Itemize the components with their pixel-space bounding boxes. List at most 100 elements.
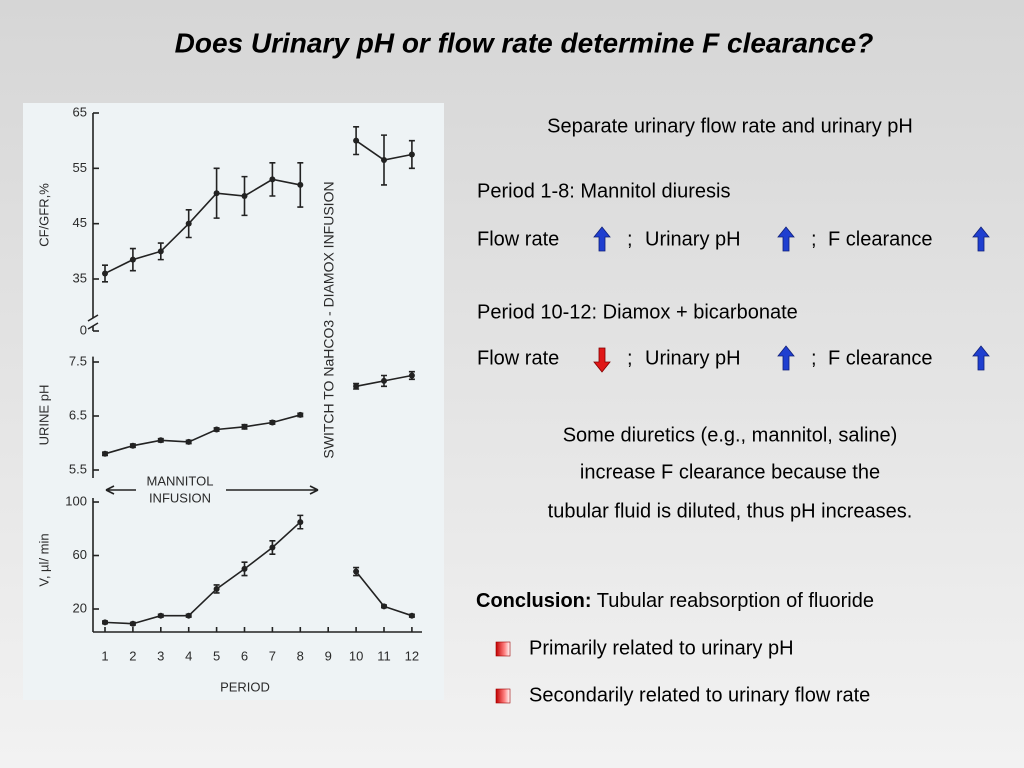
- data-point: [353, 137, 360, 144]
- data-point: [408, 612, 415, 619]
- bullet: Primarily related to urinary pH: [529, 637, 794, 659]
- separator: ;: [627, 228, 633, 250]
- data-line: [104, 521, 301, 625]
- data-point: [129, 256, 136, 263]
- item-label: F clearance: [828, 228, 933, 250]
- data-point: [353, 568, 360, 575]
- data-point: [213, 585, 220, 592]
- data-point: [102, 450, 108, 457]
- item-label: Urinary pH: [645, 347, 741, 369]
- data-point: [102, 270, 108, 277]
- note-line: increase F clearance because the: [580, 461, 880, 483]
- data-point: [213, 190, 220, 197]
- data-point: [297, 411, 304, 418]
- data-point: [381, 603, 387, 610]
- item-label: Urinary pH: [645, 228, 741, 250]
- x-tick-label: 1: [101, 648, 108, 663]
- arrow-icon: [777, 226, 795, 252]
- x-tick-label: 8: [297, 648, 304, 663]
- y-tick-label: 55: [73, 160, 87, 175]
- data-point: [241, 423, 248, 430]
- separator: ;: [627, 347, 633, 369]
- arrow-icon: [593, 347, 611, 373]
- y-tick-label: 6.5: [69, 407, 87, 422]
- data-point: [381, 377, 387, 384]
- arrow-icon: [972, 345, 990, 371]
- arrow-icon: [777, 345, 795, 371]
- data-point: [241, 565, 248, 572]
- data-line: [104, 414, 301, 455]
- conclusion: Conclusion: Tubular reabsorption of fluo…: [476, 590, 874, 612]
- intro: Separate urinary flow rate and urinary p…: [547, 115, 913, 137]
- data-point: [129, 620, 136, 627]
- y-tick-label: 100: [65, 493, 87, 508]
- data-point: [157, 248, 164, 255]
- data-point: [185, 438, 192, 445]
- data-point: [408, 372, 415, 379]
- annotation: MANNITOL: [147, 473, 214, 488]
- conclusion-label: Conclusion:: [476, 590, 592, 612]
- x-tick-label: 9: [325, 648, 332, 663]
- y-tick-label: 0: [80, 322, 87, 337]
- x-tick-label: 5: [213, 648, 220, 663]
- data-point: [129, 442, 136, 449]
- x-tick-label: 4: [185, 648, 192, 663]
- data-point: [157, 437, 164, 444]
- y-axis-label: V, µl/ min: [36, 533, 51, 586]
- axis-break: [87, 314, 99, 330]
- x-tick-label: 11: [377, 648, 391, 663]
- y-axis-label: CF/GFR,%: [36, 183, 51, 247]
- x-tick-label: 3: [157, 648, 164, 663]
- annotation: INFUSION: [149, 490, 211, 505]
- periods: Period 1-8: Mannitol diuresis Flow rate; U…: [477, 180, 990, 373]
- data-point: [185, 220, 192, 227]
- arrow-icon: [972, 226, 990, 252]
- x-axis-label: PERIOD: [220, 679, 270, 694]
- y-tick-label: 20: [73, 600, 87, 615]
- y-tick-label: 5.5: [69, 461, 87, 476]
- data-point: [157, 612, 164, 619]
- data-point: [297, 181, 304, 188]
- infusion-arrow: [105, 485, 319, 495]
- item-label: Flow rate: [477, 347, 559, 369]
- data-point: [353, 383, 360, 390]
- y-tick-label: 65: [73, 104, 87, 119]
- x-tick-label: 2: [129, 648, 136, 663]
- y-tick-label: 35: [73, 270, 87, 285]
- y-axis-label: URINE pH: [36, 385, 51, 446]
- note-line: tubular fluid is diluted, thus pH increa…: [548, 500, 913, 522]
- bullet-icon: [495, 641, 511, 657]
- x-tick-label: 7: [269, 648, 276, 663]
- bullet: Secondarily related to urinary flow rate: [529, 684, 870, 706]
- item-label: F clearance: [828, 347, 933, 369]
- data-point: [269, 176, 276, 183]
- y-tick-label: 60: [73, 547, 87, 562]
- conclusion-text: Tubular reabsorption of fluoride: [597, 590, 874, 612]
- data-point: [269, 419, 276, 426]
- data-point: [381, 157, 387, 164]
- item-label: Flow rate: [477, 228, 559, 250]
- separator: ;: [811, 347, 817, 369]
- x-tick-label: 12: [405, 648, 419, 663]
- data-point: [213, 426, 220, 433]
- data-point: [297, 519, 304, 526]
- data-line: [104, 178, 301, 275]
- data-point: [241, 193, 248, 199]
- period-heading: Period 1-8: Mannitol diuresis: [477, 180, 730, 202]
- annotation: SWITCH TO NaHCO3 - DIAMOX INFUSION: [321, 181, 337, 458]
- x-tick-label: 6: [241, 648, 248, 663]
- period-heading: Period 10-12: Diamox + bicarbonate: [477, 301, 798, 323]
- data-point: [269, 544, 276, 551]
- data-point: [102, 619, 108, 626]
- bullet-icon: [495, 688, 511, 704]
- slide-title: Does Urinary pH or flow rate determine F…: [175, 27, 874, 58]
- note-line: Some diuretics (e.g., mannitol, saline): [563, 424, 898, 446]
- y-tick-label: 7.5: [69, 353, 87, 368]
- data-point: [185, 612, 192, 619]
- data-point: [408, 151, 415, 158]
- separator: ;: [811, 228, 817, 250]
- x-tick-label: 10: [349, 648, 363, 663]
- arrow-icon: [593, 226, 611, 252]
